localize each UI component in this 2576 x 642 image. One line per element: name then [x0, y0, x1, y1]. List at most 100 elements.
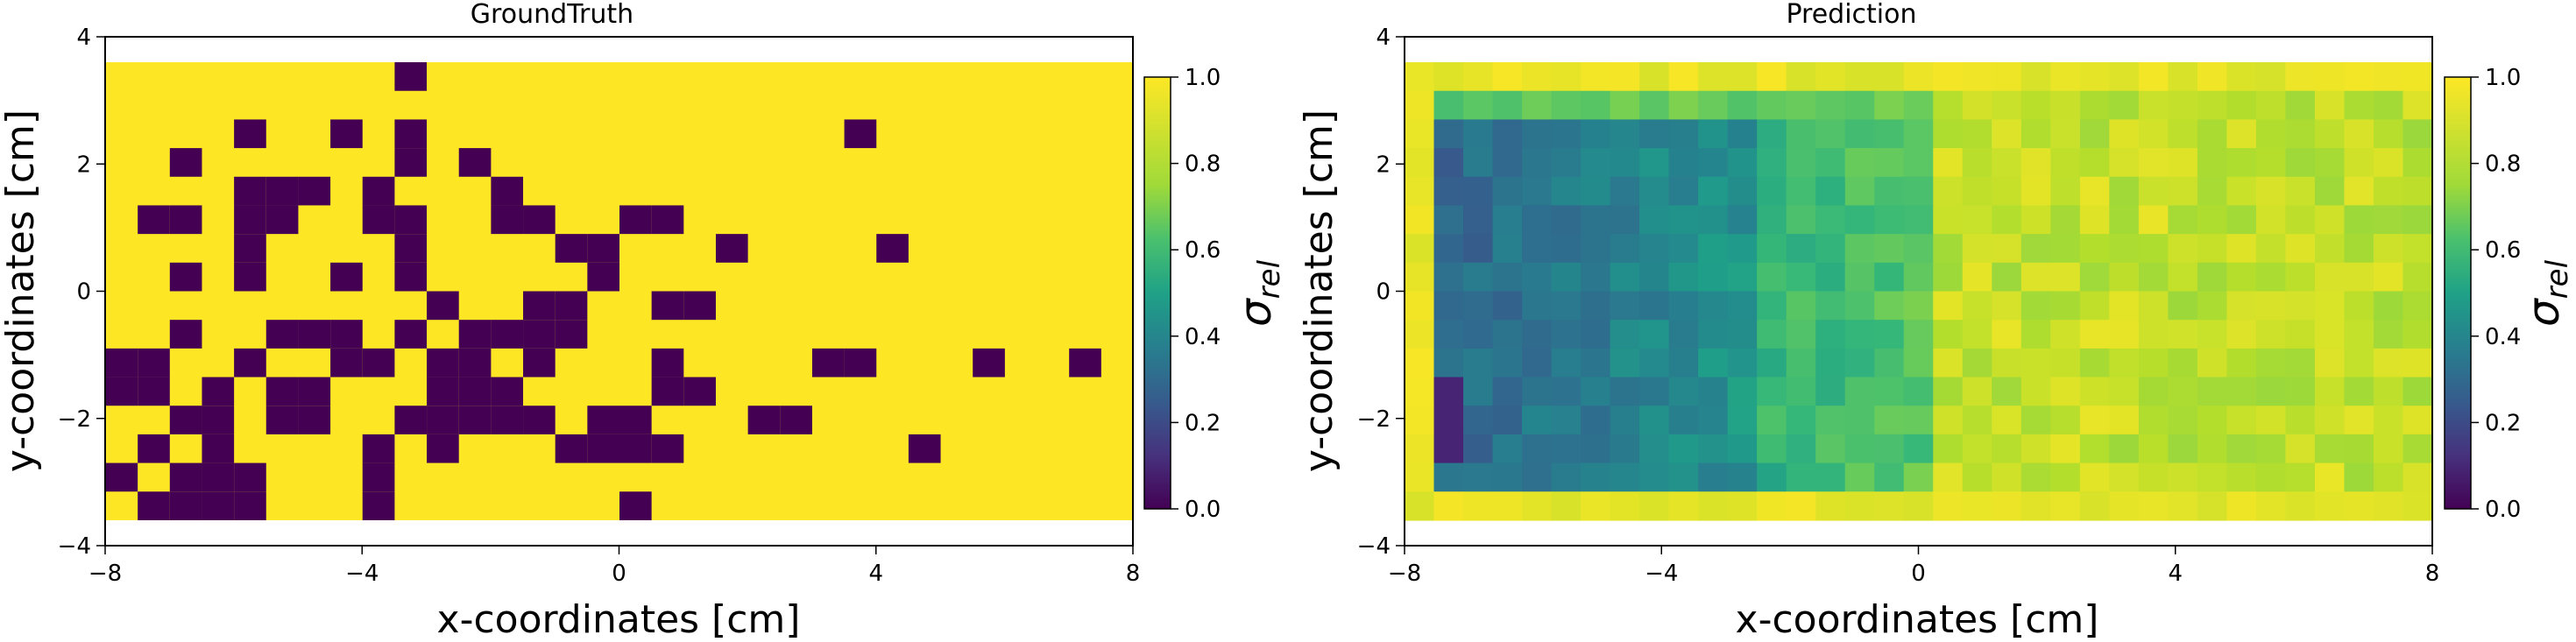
heatmap-cell — [2020, 119, 2051, 149]
heatmap-cell — [1610, 262, 1640, 293]
heatmap-cell — [1698, 234, 1729, 264]
heatmap-cell — [2285, 434, 2316, 464]
heatmap-cell — [1551, 491, 1582, 521]
x-axis-label: x-coordinates [cm] — [1736, 597, 2099, 642]
heatmap-cell — [2403, 119, 2433, 149]
heatmap-cell — [2050, 119, 2081, 149]
heatmap-cell — [2314, 291, 2346, 321]
heatmap-cell — [683, 377, 716, 406]
colorbar: 1.0 0.8 0.6 0.4 0.2 0.0 σrel — [2444, 65, 2575, 523]
heatmap-cell — [1581, 462, 1611, 492]
heatmap-cell — [202, 462, 235, 492]
heatmap-cell — [1639, 119, 1670, 149]
heatmap-cell — [1757, 176, 1787, 207]
heatmap-cell — [202, 406, 235, 434]
heatmap-cell — [2344, 262, 2374, 293]
heatmap-cell — [555, 434, 588, 463]
heatmap-cell — [1639, 62, 1670, 92]
chart-title: Prediction — [1786, 0, 1916, 30]
heatmap-cell — [2403, 176, 2433, 207]
heatmap-cell — [1992, 348, 2022, 378]
y-axis: 4 2 0 −2 −4 — [1357, 25, 1405, 560]
heatmap-cell — [1933, 462, 1964, 492]
heatmap-cell — [2255, 291, 2287, 321]
heatmap-cell — [394, 205, 428, 235]
heatmap-cell — [2344, 148, 2374, 178]
y-tick-label: 4 — [1376, 25, 1391, 51]
heatmap-cell — [1610, 291, 1640, 321]
heatmap-cell — [2285, 90, 2316, 121]
heatmap-cell — [2138, 262, 2169, 293]
heatmap-cell — [523, 291, 556, 321]
heatmap-cell — [138, 377, 170, 406]
heatmap-cell — [1903, 205, 1934, 235]
heatmap-cell — [1463, 262, 1494, 293]
heatmap-cell — [2255, 462, 2287, 492]
heatmap-cell — [1551, 176, 1582, 207]
heatmap-cell — [362, 462, 395, 492]
heatmap-cell — [427, 406, 459, 434]
heatmap-cell — [1933, 291, 1964, 321]
heatmap-cell — [2226, 205, 2257, 235]
heatmap-cell — [1668, 491, 1699, 521]
heatmap-cell — [1874, 291, 1905, 321]
heatmap-cell — [2079, 462, 2110, 492]
heatmap-cell — [1874, 406, 1905, 435]
heatmap-cell — [2403, 90, 2433, 121]
heatmap-cell — [1668, 176, 1699, 207]
heatmap-cell — [2138, 205, 2169, 235]
heatmap-cell — [1962, 262, 1992, 293]
heatmap-cell — [1844, 62, 1875, 92]
colorbar-tick-label: 0.2 — [2485, 410, 2521, 436]
heatmap-cell — [491, 176, 524, 206]
heatmap-cell — [811, 348, 845, 377]
heatmap-cell — [1639, 377, 1670, 406]
heatmap-cell — [2138, 320, 2169, 349]
heatmap-cell — [1698, 205, 1729, 235]
heatmap-cell — [1903, 462, 1934, 492]
heatmap-cell — [2314, 62, 2346, 92]
heatmap-cell — [1610, 406, 1640, 435]
heatmap-cell — [1668, 262, 1699, 293]
heatmap-cell — [1727, 205, 1758, 235]
heatmap-cell — [1492, 434, 1523, 464]
heatmap-cell — [362, 176, 395, 206]
heatmap-cell — [1698, 462, 1729, 492]
heatmap-cell — [1668, 90, 1699, 121]
heatmap-cell — [1610, 377, 1640, 406]
heatmap-cell — [1668, 377, 1699, 406]
colorbar-tick-label: 0.2 — [1185, 410, 1221, 436]
heatmap-cell — [1551, 119, 1582, 149]
heatmap-cell — [2109, 291, 2140, 321]
heatmap-cell — [2020, 377, 2051, 406]
heatmap-cell — [1405, 234, 1435, 264]
heatmap-cell — [1903, 434, 1934, 464]
heatmap-cell — [2285, 148, 2316, 178]
heatmap-cell — [1405, 377, 1435, 406]
heatmap-cell — [1786, 205, 1816, 235]
heatmap-cell — [1581, 62, 1611, 92]
heatmap-cell — [2197, 90, 2227, 121]
heatmap-cell — [2109, 90, 2140, 121]
chart-title: GroundTruth — [471, 0, 633, 30]
heatmap-cell — [1933, 320, 1964, 349]
heatmap-cell — [2403, 148, 2433, 178]
heatmap-cell — [362, 434, 395, 463]
heatmap-cell — [1844, 176, 1875, 207]
heatmap-cell — [2020, 291, 2051, 321]
heatmap-cell — [1698, 320, 1729, 349]
heatmap-cell — [780, 406, 812, 434]
heatmap-cell — [2079, 90, 2110, 121]
heatmap-cell — [2314, 462, 2346, 492]
heatmap-cell — [1668, 434, 1699, 464]
heatmap-cell — [1874, 462, 1905, 492]
heatmap-cell — [2226, 119, 2257, 149]
heatmap-cell — [1492, 320, 1523, 349]
colorbar-ticks: 1.0 0.8 0.6 0.4 0.2 0.0 — [2471, 65, 2521, 523]
heatmap-cell — [1962, 176, 1992, 207]
heatmap-cell — [1962, 491, 1992, 521]
heatmap-cell — [1492, 491, 1523, 521]
heatmap-cell — [1903, 291, 1934, 321]
heatmap-cell — [1581, 434, 1611, 464]
heatmap-cell — [1463, 348, 1494, 378]
